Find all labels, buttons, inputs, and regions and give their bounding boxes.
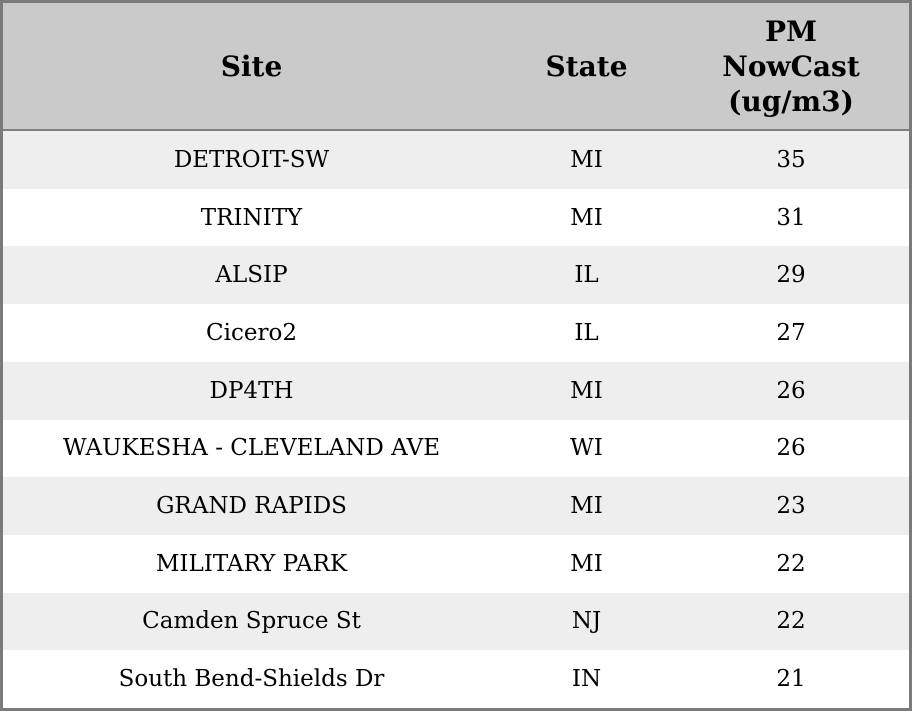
site-cell: Cicero2 bbox=[206, 319, 297, 346]
table-row: WAUKESHA - CLEVELAND AVE WI 26 bbox=[3, 419, 909, 478]
state-cell: MI bbox=[570, 377, 603, 404]
site-cell: DETROIT-SW bbox=[173, 146, 330, 173]
site-cell: WAUKESHA - CLEVELAND AVE bbox=[63, 435, 440, 462]
state-cell: MI bbox=[570, 146, 603, 173]
state-cell: IL bbox=[574, 319, 599, 346]
state-cell: MI bbox=[570, 493, 603, 520]
pm-cell: 29 bbox=[776, 262, 806, 289]
column-header-state: State bbox=[545, 49, 628, 83]
site-cell: Camden Spruce St bbox=[142, 608, 361, 635]
pm-cell: 27 bbox=[776, 319, 806, 346]
table-row: Camden Spruce St NJ 22 bbox=[3, 592, 909, 651]
table-row: DETROIT-SW MI 35 bbox=[3, 131, 909, 189]
site-cell: ALSIP bbox=[215, 262, 288, 289]
pm-cell: 23 bbox=[776, 493, 806, 520]
table-row: ALSIP IL 29 bbox=[3, 246, 909, 305]
state-cell: NJ bbox=[571, 608, 602, 635]
site-cell: GRAND RAPIDS bbox=[156, 493, 347, 520]
state-cell: IL bbox=[574, 262, 599, 289]
state-cell: MI bbox=[570, 204, 603, 231]
pm-cell: 31 bbox=[776, 204, 806, 231]
pm-cell: 22 bbox=[776, 550, 806, 577]
pm-cell: 21 bbox=[776, 666, 806, 693]
site-cell: South Bend-Shields Dr bbox=[118, 666, 385, 693]
pm-cell: 26 bbox=[776, 435, 806, 462]
pm-cell: 35 bbox=[776, 146, 806, 173]
table-row: GRAND RAPIDS MI 23 bbox=[3, 477, 909, 535]
site-cell: DP4TH bbox=[209, 377, 294, 404]
table-row: MILITARY PARK MI 22 bbox=[3, 534, 909, 593]
pm-cell: 22 bbox=[776, 608, 806, 635]
column-header-pm-nowcast: PM NowCast (ug/m3) bbox=[722, 14, 860, 118]
state-cell: WI bbox=[570, 435, 603, 462]
table-header-row: Site State PM NowCast (ug/m3) bbox=[3, 3, 909, 131]
table-row: South Bend-Shields Dr IN 21 bbox=[3, 650, 909, 709]
table-row: Cicero2 IL 27 bbox=[3, 304, 909, 362]
table-row: DP4TH MI 26 bbox=[3, 361, 909, 420]
site-cell: MILITARY PARK bbox=[155, 550, 348, 577]
site-cell: TRINITY bbox=[200, 204, 303, 231]
table-body: DETROIT-SW MI 35 TRINITY MI 31 ALSIP IL … bbox=[3, 131, 909, 709]
column-header-site: Site bbox=[220, 49, 283, 83]
table-row: TRINITY MI 31 bbox=[3, 188, 909, 247]
pm-cell: 26 bbox=[776, 377, 806, 404]
state-cell: IN bbox=[571, 666, 602, 693]
state-cell: MI bbox=[570, 550, 603, 577]
